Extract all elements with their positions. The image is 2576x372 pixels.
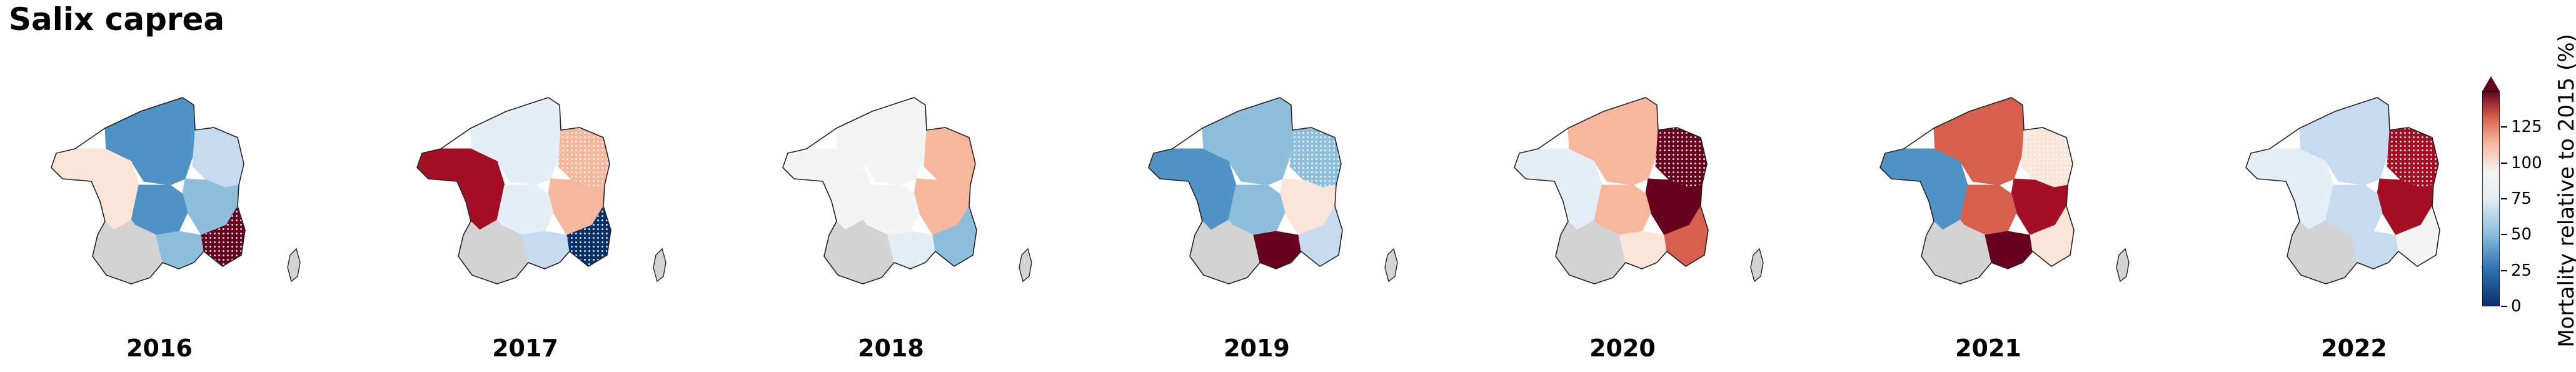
france-map — [782, 97, 1032, 284]
colorbar-tick: 75 — [2501, 189, 2532, 208]
colorbar-tick: 0 — [2501, 297, 2522, 316]
colorbar-label: Mortality relative to 2015 (%) — [2554, 34, 2576, 348]
colorbar-ticks: 0 25 50 75 100 125 — [2501, 0, 2551, 372]
country-outline — [416, 97, 611, 284]
france-map — [1514, 97, 1764, 284]
colorbar-tick: 125 — [2501, 118, 2542, 136]
colorbar-tick: 50 — [2501, 225, 2532, 244]
map-panel-2021 — [1841, 56, 2166, 306]
tick-mark — [2501, 162, 2507, 164]
region-ne-hatch — [1290, 128, 1341, 188]
year-label-2016: 2016 — [126, 334, 193, 362]
tick-mark — [2501, 126, 2507, 128]
year-label-2022: 2022 — [2321, 334, 2387, 362]
map-panel-2017 — [378, 56, 703, 306]
france-map — [51, 97, 301, 284]
france-map — [2245, 97, 2495, 284]
corsica-outline — [2116, 248, 2130, 283]
region-ne-hatch — [1656, 128, 1707, 188]
region-cor — [2116, 248, 2130, 282]
tick-mark — [2501, 269, 2507, 271]
map-panel-2018 — [744, 56, 1069, 306]
region-cor — [1019, 248, 1032, 282]
country-outline — [1148, 97, 1343, 284]
corsica-outline — [287, 248, 301, 283]
region-se-hatch — [567, 206, 611, 266]
france-map — [416, 97, 667, 284]
country-outline — [51, 97, 246, 284]
year-label-2019: 2019 — [1224, 334, 1290, 362]
year-label-2017: 2017 — [492, 334, 558, 362]
year-label-2020: 2020 — [1589, 334, 1656, 362]
tick-mark — [2501, 306, 2507, 307]
tick-label: 50 — [2511, 225, 2532, 244]
region-ne-hatch — [2021, 128, 2073, 188]
region-ne-hatch — [558, 128, 610, 188]
region-se-hatch — [201, 206, 245, 266]
year-label-2018: 2018 — [858, 334, 924, 362]
corsica-outline — [1384, 248, 1398, 283]
region-ne-hatch — [2387, 128, 2438, 188]
tick-label: 100 — [2511, 153, 2542, 173]
tick-label: 25 — [2511, 261, 2532, 280]
colorbar-tick: 100 — [2501, 154, 2542, 173]
region-cor — [1750, 248, 1764, 282]
tick-mark — [2501, 234, 2507, 236]
region-cor — [1384, 248, 1398, 282]
tick-label: 0 — [2511, 297, 2522, 316]
region-cor — [653, 248, 667, 282]
corsica-outline — [1019, 248, 1032, 283]
colorbar — [2482, 91, 2500, 306]
tick-label: 75 — [2511, 189, 2532, 208]
corsica-outline — [653, 248, 667, 283]
france-map — [1148, 97, 1398, 284]
year-label-2021: 2021 — [1955, 334, 2021, 362]
country-outline — [1514, 97, 1709, 284]
tick-mark — [2501, 198, 2507, 199]
country-outline — [782, 97, 977, 284]
country-outline — [1879, 97, 2075, 284]
colorbar-tick: 25 — [2501, 261, 2532, 280]
tick-label: 125 — [2511, 118, 2542, 137]
map-panel-2019 — [1110, 56, 1435, 306]
region-cor — [287, 248, 301, 282]
page-title: Salix caprea — [9, 1, 225, 38]
map-panel-2020 — [1476, 56, 1801, 306]
country-outline — [2245, 97, 2440, 284]
corsica-outline — [1750, 248, 1764, 283]
map-panel-2016 — [13, 56, 338, 306]
colorbar-extend-arrow — [2482, 76, 2500, 91]
map-panel-2022 — [2207, 56, 2532, 306]
france-map — [1879, 97, 2130, 284]
